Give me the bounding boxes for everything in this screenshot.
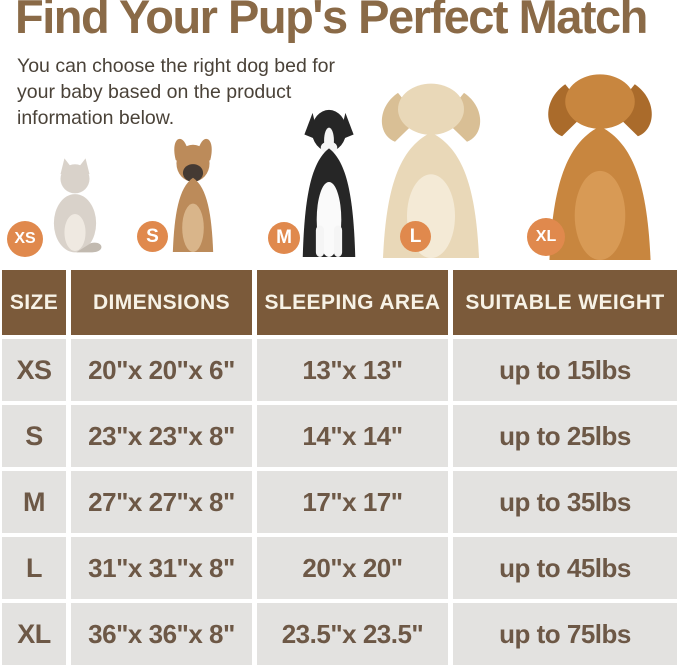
sleeping-area-cell: 13"x 13" [257, 339, 448, 401]
size-cell: L [2, 537, 66, 599]
suitable-weight-cell: up to 75lbs [453, 603, 677, 665]
suitable-weight-cell: up to 25lbs [453, 405, 677, 467]
suitable-weight-cell: up to 15lbs [453, 339, 677, 401]
dimensions-cell: 20"x 20"x 6" [71, 339, 252, 401]
size-badge-l: L [400, 221, 431, 252]
golden-retriever-photo-l [356, 72, 506, 258]
sleeping-area-cell: 14"x 14" [257, 405, 448, 467]
size-cell: XL [2, 603, 66, 665]
size-badge-s: S [137, 221, 168, 252]
cat-silhouette-icon [53, 158, 102, 253]
golden-retriever-silhouette-icon [381, 83, 481, 258]
sleeping-area-cell: 20"x 20" [257, 537, 448, 599]
dimensions-cell: 27"x 27"x 8" [71, 471, 252, 533]
size-chart-table: SIZE DIMENSIONS SLEEPING AREA SUITABLE W… [2, 270, 677, 665]
column-header-dimensions: DIMENSIONS [71, 270, 252, 335]
suitable-weight-cell: up to 45lbs [453, 537, 677, 599]
border-collie-silhouette-icon [302, 109, 356, 257]
sleeping-area-cell: 23.5"x 23.5" [257, 603, 448, 665]
size-badge-xl: XL [527, 218, 565, 256]
size-badge-m: M [268, 222, 300, 254]
cat-photo-xs [42, 157, 108, 253]
size-badge-xs: XS [7, 221, 43, 257]
french-bulldog-silhouette-icon [172, 138, 214, 252]
golden-retriever-silhouette-icon [548, 74, 652, 260]
page-subtitle: You can choose the right dog bed for you… [17, 55, 336, 129]
size-cell: XS [2, 339, 66, 401]
column-header-sleeping-area: SLEEPING AREA [257, 270, 448, 335]
page-title: Find Your Pup's Perfect Match [15, 0, 648, 43]
size-cell: S [2, 405, 66, 467]
suitable-weight-cell: up to 35lbs [453, 471, 677, 533]
dimensions-cell: 23"x 23"x 8" [71, 405, 252, 467]
dimensions-cell: 36"x 36"x 8" [71, 603, 252, 665]
french-bulldog-photo-s [157, 131, 229, 252]
golden-retriever-photo-xl [521, 62, 679, 260]
size-cell: M [2, 471, 66, 533]
sleeping-area-cell: 17"x 17" [257, 471, 448, 533]
dimensions-cell: 31"x 31"x 8" [71, 537, 252, 599]
column-header-suitable-weight: SUITABLE WEIGHT [453, 270, 677, 335]
border-collie-photo-m [288, 99, 370, 257]
column-header-size: SIZE [2, 270, 66, 335]
